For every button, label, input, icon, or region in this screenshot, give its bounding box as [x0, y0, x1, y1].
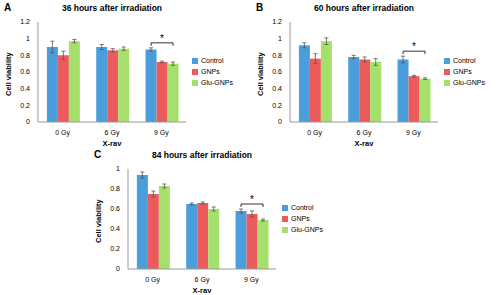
html-text:36 hours after irradiation: 36 hours after irradiation: [61, 3, 163, 13]
svg-text:0.2: 0.2: [272, 102, 282, 109]
html-text:84 hours after irradiation: 84 hours after irradiation: [151, 150, 253, 160]
svg-text:X-ray: X-ray: [355, 139, 375, 146]
html-text:60 hours after irradiation: 60 hours after irradiation: [313, 3, 415, 13]
svg-text:6 Gy: 6 Gy: [357, 129, 372, 137]
svg-text:0.8: 0.8: [110, 185, 120, 192]
svg-text:Cell viability: Cell viability: [8, 51, 13, 96]
html-text:B: B: [256, 2, 264, 13]
svg-text:1.2: 1.2: [272, 18, 282, 25]
html-text:Glu-GNPs: Glu-GNPs: [201, 79, 233, 86]
svg-text:0 Gy: 0 Gy: [145, 276, 160, 284]
svg-text:0: 0: [116, 265, 120, 272]
svg-text:0 Gy: 0 Gy: [307, 129, 322, 137]
html-text:GNPs: GNPs: [201, 68, 220, 75]
svg-text:1: 1: [116, 165, 120, 172]
svg-text:6 Gy: 6 Gy: [195, 276, 210, 284]
svg-text:*: *: [250, 194, 254, 205]
svg-text:X-ray: X-ray: [103, 139, 123, 146]
svg-text:0.6: 0.6: [20, 68, 30, 75]
html-text:Control: Control: [201, 57, 224, 64]
svg-text:1: 1: [26, 35, 30, 42]
svg-text:0: 0: [278, 118, 282, 125]
svg-text:Cell viability: Cell viability: [94, 198, 103, 243]
svg-text:*: *: [412, 41, 416, 52]
svg-text:0.6: 0.6: [272, 68, 282, 75]
html-text:A: A: [4, 2, 12, 13]
html-text:Glu-GNPs: Glu-GNPs: [291, 226, 323, 233]
svg-text:0.2: 0.2: [20, 102, 30, 109]
svg-text:Cell viability: Cell viability: [256, 51, 265, 96]
svg-text:1: 1: [278, 35, 282, 42]
svg-text:0.4: 0.4: [20, 85, 30, 92]
svg-text:0.6: 0.6: [110, 205, 120, 212]
svg-text:9 Gy: 9 Gy: [154, 129, 169, 137]
svg-text:6 Gy: 6 Gy: [105, 129, 120, 137]
html-text:C: C: [94, 149, 102, 160]
html-text:GNPs: GNPs: [453, 68, 472, 75]
svg-text:0.8: 0.8: [20, 52, 30, 59]
html-text:GNPs: GNPs: [291, 215, 310, 222]
html-text:Glu-GNPs: Glu-GNPs: [453, 79, 485, 86]
html-text:Control: Control: [453, 57, 476, 64]
html-text:Control: Control: [291, 204, 314, 211]
svg-text:0.8: 0.8: [272, 52, 282, 59]
svg-text:9 Gy: 9 Gy: [406, 129, 421, 137]
svg-text:X-ray: X-ray: [193, 286, 213, 293]
svg-text:9 Gy: 9 Gy: [244, 276, 259, 284]
svg-text:1.2: 1.2: [20, 18, 30, 25]
svg-text:0.2: 0.2: [110, 245, 120, 252]
svg-text:0.4: 0.4: [272, 85, 282, 92]
svg-text:0.4: 0.4: [110, 225, 120, 232]
svg-text:*: *: [160, 33, 164, 44]
svg-text:0 Gy: 0 Gy: [55, 129, 70, 137]
svg-text:0: 0: [26, 118, 30, 125]
